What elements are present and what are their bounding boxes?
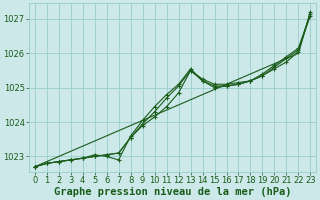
X-axis label: Graphe pression niveau de la mer (hPa): Graphe pression niveau de la mer (hPa) xyxy=(54,186,291,197)
